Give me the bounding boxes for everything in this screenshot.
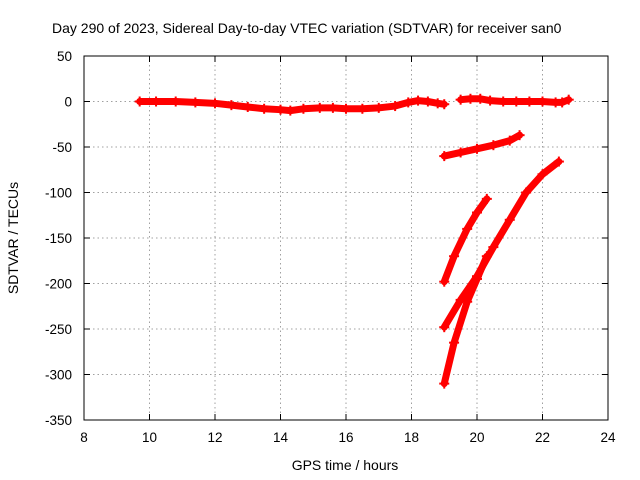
x-axis-label: GPS time / hours — [292, 457, 399, 473]
series-0-point-0 — [134, 96, 145, 107]
y-axis-label: SDTVAR / TECUs — [5, 182, 21, 294]
x-tick-label-2: 12 — [207, 430, 222, 445]
series-1-point-9 — [557, 97, 568, 108]
x-tick-label-0: 8 — [80, 430, 88, 445]
series-4-point-0 — [439, 322, 450, 333]
series-3-point-4 — [481, 193, 492, 204]
x-tick-label-7: 22 — [535, 430, 550, 445]
series-0-point-6 — [242, 101, 253, 112]
chart-title: Day 290 of 2023, Sidereal Day-to-day VTE… — [52, 20, 562, 36]
x-tick-label-1: 10 — [142, 430, 157, 445]
series-5-point-4 — [481, 251, 492, 262]
y-tick-label-3: -200 — [45, 277, 72, 292]
series-0-point-4 — [210, 98, 220, 109]
series-4-line — [440, 158, 563, 331]
series-1-point-3 — [485, 95, 496, 106]
series-1-point-4 — [498, 96, 509, 107]
series-layer — [134, 93, 574, 389]
series-0-point-3 — [190, 97, 201, 108]
series-0-point-21 — [439, 99, 450, 110]
series-0-point-19 — [422, 96, 433, 107]
series-2-point-4 — [504, 135, 515, 146]
series-0-point-18 — [413, 95, 424, 106]
series-3-point-1 — [449, 251, 460, 262]
x-tick-label-8: 24 — [600, 430, 616, 445]
y-tick-label-7: 0 — [64, 95, 72, 110]
y-tick-label-5: -100 — [45, 186, 72, 201]
series-1-point-5 — [511, 96, 522, 107]
series-1-point-7 — [537, 96, 548, 107]
series-5-point-0 — [439, 378, 450, 389]
y-tick-label-6: -50 — [52, 140, 72, 155]
series-2-line — [440, 131, 524, 160]
series-4-point-3 — [488, 242, 499, 253]
y-tick-label-0: -350 — [45, 413, 72, 428]
x-tick-label-6: 20 — [469, 430, 484, 445]
series-2-point-0 — [439, 151, 450, 162]
series-3-point-0 — [439, 276, 450, 287]
series-0-point-17 — [403, 97, 414, 108]
series-1-point-10 — [563, 94, 574, 105]
series-1-point-6 — [524, 96, 535, 107]
series-0-point-10 — [298, 103, 309, 114]
series-3-point-2 — [462, 223, 473, 234]
x-tick-label-4: 16 — [338, 430, 353, 445]
series-4-point-4 — [504, 214, 515, 225]
series-4-point-6 — [537, 169, 548, 180]
series-0-point-14 — [357, 103, 368, 114]
y-tick-label-2: -250 — [45, 322, 72, 337]
series-0-point-7 — [259, 103, 270, 114]
series-0-point-12 — [327, 102, 338, 113]
series-5-point-2 — [462, 296, 473, 307]
series-0-point-15 — [373, 102, 384, 113]
series-0-point-2 — [170, 96, 181, 107]
series-5-point-3 — [472, 273, 482, 284]
y-tick-label-1: -300 — [45, 368, 72, 383]
axes: 8 10 12 14 16 18 20 22 24 -350 -300 -250 -200 -150 -10… — [45, 49, 616, 445]
series-4-point-7 — [553, 156, 564, 167]
y-tick-label-4: -150 — [45, 231, 72, 246]
series-2-point-5 — [514, 130, 525, 141]
series-2-point-1 — [455, 147, 466, 158]
series-1-point-2 — [475, 93, 486, 104]
series-1-point-1 — [465, 93, 476, 104]
x-tick-label-5: 18 — [404, 430, 419, 445]
series-0-point-1 — [151, 96, 162, 107]
series-2-point-3 — [488, 140, 499, 151]
y-tick-label-8: 50 — [57, 49, 72, 64]
series-2-point-2 — [472, 143, 482, 154]
series-0-point-5 — [226, 100, 237, 111]
x-tick-label-3: 14 — [273, 430, 289, 445]
series-1-point-0 — [455, 94, 466, 105]
series-0-point-11 — [314, 102, 325, 113]
series-4-point-5 — [521, 187, 532, 198]
series-0-point-9 — [285, 105, 296, 116]
series-0-point-13 — [341, 103, 351, 114]
series-0-point-16 — [390, 101, 401, 112]
series-0-point-8 — [275, 104, 286, 115]
series-5-point-1 — [449, 337, 460, 348]
series-3-point-3 — [472, 207, 482, 218]
series-4-point-1 — [455, 294, 466, 305]
